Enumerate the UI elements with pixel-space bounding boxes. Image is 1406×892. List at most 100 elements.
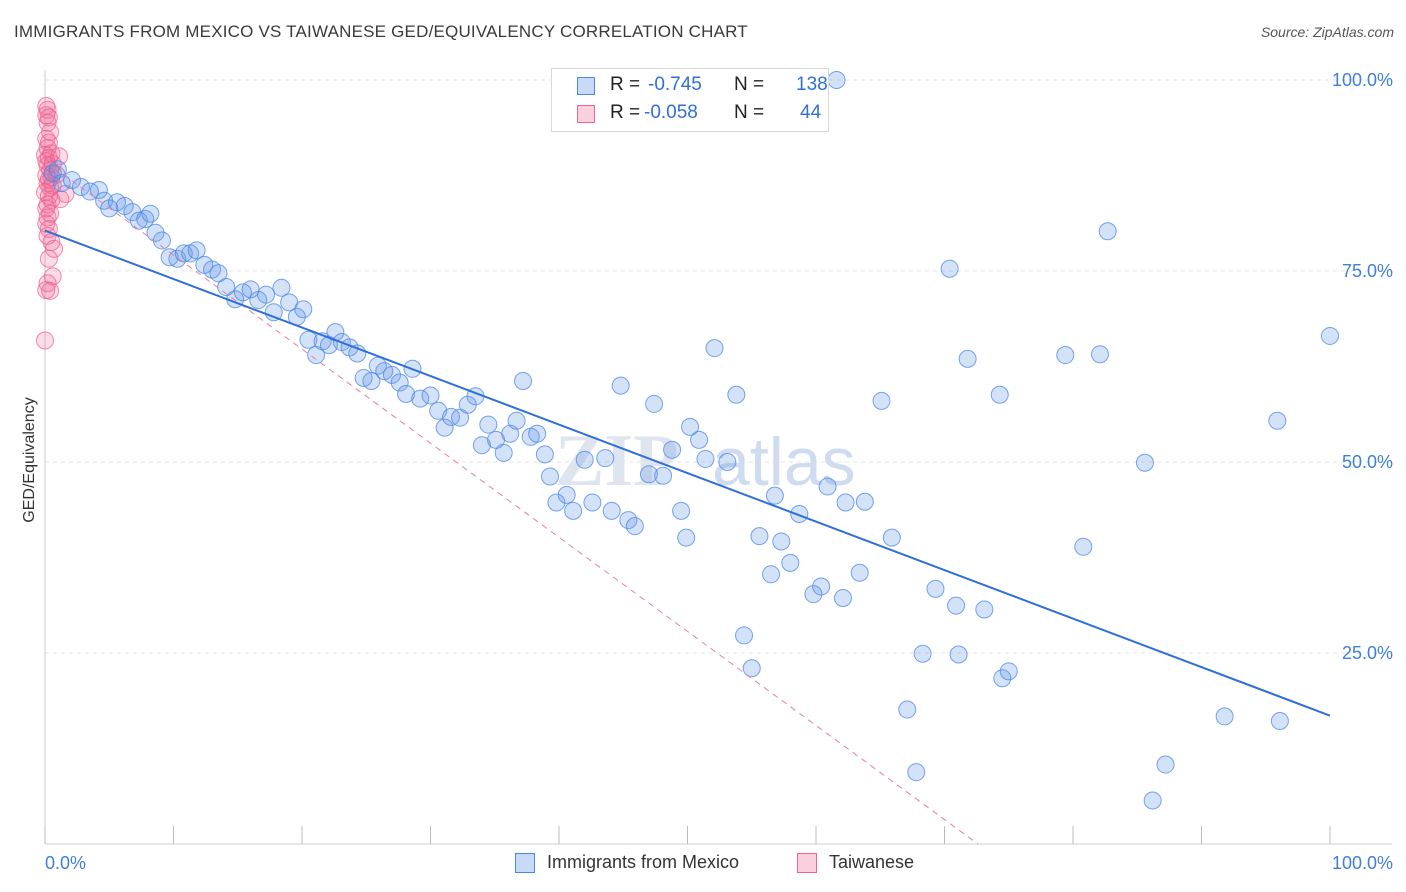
taiwanese-point	[51, 190, 70, 209]
bottom-legend-label: Taiwanese	[829, 852, 915, 872]
mexico-point	[812, 577, 831, 596]
mexico-point	[160, 248, 179, 267]
mexico-point	[990, 385, 1009, 404]
mexico-point	[141, 204, 160, 223]
x-tick-label: 100.0%	[1332, 853, 1393, 873]
legend-swatch-blue	[577, 77, 595, 95]
mexico-point	[541, 467, 560, 486]
mexico-point	[836, 493, 855, 512]
mexico-point	[514, 372, 533, 391]
trend-lines	[44, 160, 1331, 845]
mexico-point	[1156, 755, 1175, 774]
y-tick-label: 75.0%	[1342, 261, 1393, 281]
mexico-point	[187, 241, 206, 260]
mexico-point	[804, 585, 823, 604]
mexico-point	[583, 493, 602, 512]
mexico-point	[663, 440, 682, 459]
mexico-point	[855, 492, 874, 511]
taiwanese-point	[50, 147, 69, 166]
legend-swatch-pink	[577, 105, 595, 123]
mexico-point	[557, 485, 576, 504]
bottom-legend-swatch-pink	[797, 853, 817, 873]
mexico-point	[611, 376, 630, 395]
mexico-point	[690, 430, 709, 449]
y-tick-label: 25.0%	[1342, 643, 1393, 663]
chart-title: IMMIGRANTS FROM MEXICO VS TAIWANESE GED/…	[14, 22, 748, 41]
mexico-point	[727, 385, 746, 404]
legend-r-value: -0.745	[648, 74, 702, 95]
mexico-point	[435, 418, 454, 437]
mexico-point	[390, 373, 409, 392]
mexico-point	[1098, 222, 1117, 241]
mexico-point	[1215, 707, 1234, 726]
mexico-point	[735, 626, 754, 645]
mexico-point	[681, 417, 700, 436]
mexico-point	[999, 662, 1018, 681]
mexico-point	[975, 600, 994, 619]
mexico-point	[718, 453, 737, 471]
mexico-point	[625, 517, 644, 536]
mexico-point	[52, 174, 71, 193]
mexico-point	[1135, 453, 1154, 472]
mexico-point	[1090, 345, 1109, 364]
mexico-point	[1268, 411, 1287, 430]
mexico-point	[494, 443, 513, 462]
mexico-point	[507, 411, 526, 430]
mexico-point	[1074, 537, 1093, 556]
mexico-point	[790, 504, 809, 523]
mexico-point	[907, 763, 926, 782]
legend-n-value: 138	[796, 74, 828, 95]
mexico-point	[602, 501, 621, 520]
legend-r-value: -0.058	[644, 102, 698, 123]
mexico-point	[958, 349, 977, 368]
y-tick-label: 50.0%	[1342, 452, 1393, 472]
mexico-point	[209, 264, 228, 283]
mexico-point	[672, 501, 691, 520]
mexico-point	[949, 645, 968, 664]
mexico-point	[397, 385, 416, 404]
mexico-point	[765, 486, 784, 505]
legend-n-label: N =	[734, 102, 765, 123]
taiwanese-point	[39, 249, 58, 268]
mexico-point	[1321, 326, 1339, 345]
mexico-point	[80, 182, 99, 201]
mexico-point	[781, 553, 800, 572]
legend-n-label: N =	[734, 74, 765, 95]
mexico-point	[272, 278, 291, 297]
mexico-point	[535, 445, 554, 464]
mexico-point	[479, 415, 498, 434]
mexico-point	[742, 659, 761, 678]
mexico-point	[654, 466, 673, 485]
mexico-point	[382, 365, 401, 384]
mexico-point	[827, 71, 846, 89]
taiwanese-point	[38, 208, 57, 227]
legend-n-value: 44	[800, 102, 822, 123]
bottom-legend-swatch-blue	[515, 853, 535, 873]
mexico-points	[43, 71, 1339, 810]
mexico-point	[264, 303, 283, 322]
taiwanese-point	[37, 106, 56, 125]
taiwanese-point	[36, 331, 54, 350]
mexico-point	[257, 285, 276, 304]
mexico-point	[362, 372, 381, 391]
mexico-point	[501, 424, 520, 443]
bottom-legend-label: Immigrants from Mexico	[547, 852, 740, 872]
stats-legend: R = -0.745 N = 138 R = -0.058 N = 44	[551, 68, 829, 132]
mexico-point	[299, 330, 318, 349]
mexico-point	[677, 528, 696, 547]
mexico-trend-line	[44, 229, 1331, 717]
legend-r-label: R =	[610, 74, 641, 95]
mexico-point	[940, 259, 959, 278]
mexico-point	[639, 465, 658, 484]
mexico-point	[1270, 711, 1289, 730]
mexico-point	[596, 449, 615, 468]
mexico-point	[294, 300, 313, 319]
y-tick-label: 100.0%	[1332, 70, 1393, 90]
mexico-point	[442, 407, 461, 426]
taiwanese-trend-line	[44, 160, 979, 845]
mexico-point	[575, 450, 594, 469]
mexico-point	[705, 339, 724, 358]
taiwanese-point	[44, 239, 63, 258]
x-tick-label: 0.0%	[45, 853, 86, 873]
